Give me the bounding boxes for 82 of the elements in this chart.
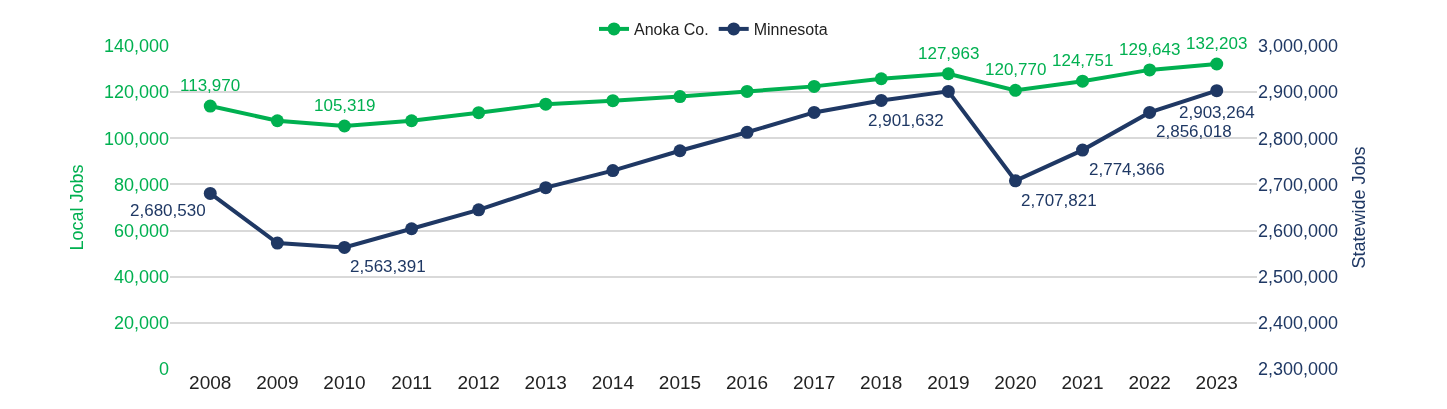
- point: [270, 236, 284, 250]
- x-tick-label: 2023: [1195, 372, 1238, 393]
- point: [874, 72, 888, 86]
- y2-tick-label: 2,700,000: [1258, 174, 1339, 195]
- point: [1210, 84, 1224, 98]
- point: [740, 84, 754, 98]
- legend-label: Anoka Co.: [634, 21, 709, 39]
- y-axis-title: Local Jobs: [67, 164, 88, 251]
- y2-axis-title: Statewide Jobs: [1349, 146, 1370, 269]
- point: [606, 164, 620, 178]
- point: [606, 94, 620, 108]
- data-label: 127,963: [918, 44, 980, 63]
- point: [807, 79, 821, 93]
- y2-tick-label: 2,600,000: [1258, 220, 1339, 241]
- point: [203, 99, 217, 113]
- y-tick-label: 80,000: [113, 174, 169, 195]
- data-label: 2,903,264: [1179, 103, 1255, 122]
- point: [203, 186, 217, 200]
- x-tick-label: 2011: [391, 372, 432, 393]
- y2-tick-label: 2,900,000: [1258, 82, 1339, 103]
- x-tick-label: 2008: [189, 372, 232, 393]
- legend-label: Minnesota: [753, 21, 828, 39]
- point: [1008, 83, 1022, 97]
- point: [405, 114, 419, 128]
- x-tick-label: 2010: [323, 372, 366, 393]
- x-tick-label: 2015: [658, 372, 702, 393]
- y-tick-label: 120,000: [103, 82, 169, 103]
- point: [807, 105, 821, 119]
- x-tick-label: 2017: [793, 372, 836, 393]
- x-tick-label: 2016: [725, 372, 769, 393]
- data-label: 113,970: [180, 76, 241, 95]
- point: [673, 90, 687, 104]
- point: [405, 222, 419, 236]
- point: [1210, 57, 1224, 71]
- point: [1008, 174, 1022, 188]
- x-tick-label: 2014: [591, 372, 635, 393]
- y-tick-label: 100,000: [103, 128, 169, 149]
- data-label: 2,774,366: [1089, 160, 1165, 179]
- x-tick-label: 2018: [860, 372, 903, 393]
- x-tick-label: 2013: [524, 372, 567, 393]
- x-tick-label: 2022: [1128, 372, 1171, 393]
- y-tick-label: 40,000: [113, 267, 169, 288]
- data-label: 129,643: [1119, 40, 1181, 59]
- point: [270, 114, 284, 128]
- data-label: 2,901,632: [868, 111, 944, 130]
- point: [740, 125, 754, 139]
- point: [472, 106, 486, 120]
- x-tick-label: 2009: [256, 372, 299, 393]
- data-label: 124,751: [1052, 51, 1114, 70]
- x-tick-label: 2019: [927, 372, 970, 393]
- data-label: 105,319: [314, 96, 376, 115]
- y-tick-label: 60,000: [113, 220, 169, 241]
- data-label: 2,563,391: [350, 257, 426, 276]
- data-label: 120,770: [985, 60, 1047, 79]
- y2-tick-label: 3,000,000: [1258, 36, 1339, 57]
- y-tick-label: 140,000: [103, 36, 169, 57]
- point: [941, 67, 955, 81]
- x-tick-label: 2020: [994, 372, 1037, 393]
- y-tick-label: 0: [158, 359, 169, 380]
- point: [1143, 63, 1157, 77]
- x-tick-label: 2021: [1061, 372, 1104, 393]
- y2-tick-label: 2,300,000: [1258, 359, 1339, 380]
- y2-tick-label: 2,800,000: [1258, 128, 1339, 149]
- point: [673, 144, 687, 158]
- x-tick-label: 2012: [457, 372, 500, 393]
- point: [941, 84, 955, 98]
- data-label: 2,707,821: [1021, 191, 1097, 210]
- point: [1143, 105, 1157, 119]
- point: [539, 97, 553, 111]
- point: [1076, 74, 1090, 88]
- y2-tick-label: 2,500,000: [1258, 267, 1339, 288]
- point: [472, 203, 486, 217]
- point: [874, 93, 888, 107]
- point: [539, 181, 553, 195]
- data-label: 2,856,018: [1156, 122, 1232, 141]
- data-label: 132,203: [1186, 34, 1248, 53]
- point: [1076, 143, 1090, 157]
- point: [337, 240, 351, 254]
- point: [337, 119, 351, 133]
- y2-tick-label: 2,400,000: [1258, 313, 1339, 334]
- y-tick-label: 20,000: [113, 313, 169, 334]
- data-label: 2,680,530: [130, 201, 206, 220]
